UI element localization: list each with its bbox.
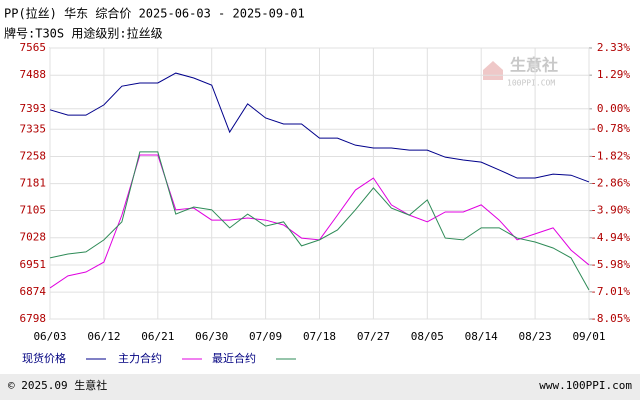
- y-tick-label: 6951: [20, 258, 47, 271]
- footer-bar: [0, 374, 640, 400]
- series-line: [49, 72, 590, 183]
- watermark: 生意社: [510, 56, 558, 75]
- y-tick-label: 7393: [20, 102, 47, 115]
- y2-tick-label: -5.98%: [590, 258, 630, 271]
- y2-tick-label: -2.86%: [590, 177, 630, 190]
- y-tick-label: 7028: [20, 231, 47, 244]
- watermark-sub: 100PPI.COM: [507, 79, 555, 88]
- y2-tick-label: 1.29%: [597, 68, 630, 81]
- y2-tick-label: -8.05%: [590, 312, 630, 325]
- x-tick-label: 08/05: [411, 330, 444, 343]
- y2-tick-label: -1.82%: [590, 149, 630, 162]
- legend-label: 现货价格: [22, 351, 66, 365]
- y-tick-label: 7258: [20, 149, 47, 162]
- x-tick-label: 06/21: [141, 330, 174, 343]
- y2-tick-label: -4.94%: [590, 231, 630, 244]
- x-tick-label: 08/23: [519, 330, 552, 343]
- y-tick-label: 6874: [20, 285, 47, 298]
- y-tick-label: 7565: [20, 41, 47, 54]
- y2-tick-label: -0.78%: [590, 122, 630, 135]
- chart-subtitle: 牌号:T30S 用途级别:拉丝级: [4, 26, 163, 41]
- y-tick-label: 7181: [20, 177, 47, 190]
- y2-tick-label: -3.90%: [590, 204, 630, 217]
- footer-right: www.100PPI.com: [539, 379, 632, 392]
- legend-label: 最近合约: [212, 351, 256, 365]
- x-tick-label: 09/01: [572, 330, 605, 343]
- legend-label: 主力合约: [118, 351, 162, 365]
- x-tick-label: 08/14: [465, 330, 498, 343]
- y-tick-label: 6798: [20, 312, 47, 325]
- series-line: [49, 151, 590, 291]
- x-tick-label: 07/09: [249, 330, 282, 343]
- y-tick-label: 7335: [20, 122, 47, 135]
- x-tick-label: 06/30: [195, 330, 228, 343]
- footer-left: © 2025.09 生意社: [8, 378, 107, 392]
- x-tick-label: 06/03: [33, 330, 66, 343]
- y-tick-label: 7488: [20, 68, 47, 81]
- x-tick-label: 07/18: [303, 330, 336, 343]
- y2-tick-label: -7.01%: [590, 285, 630, 298]
- y2-tick-label: 0.00%: [597, 102, 630, 115]
- y-tick-label: 7105: [20, 204, 47, 217]
- y2-tick-label: 2.33%: [597, 41, 630, 54]
- x-tick-label: 07/27: [357, 330, 390, 343]
- x-tick-label: 06/12: [87, 330, 120, 343]
- chart-title: PP(拉丝) 华东 综合价 2025-06-03 - 2025-09-01: [4, 6, 305, 21]
